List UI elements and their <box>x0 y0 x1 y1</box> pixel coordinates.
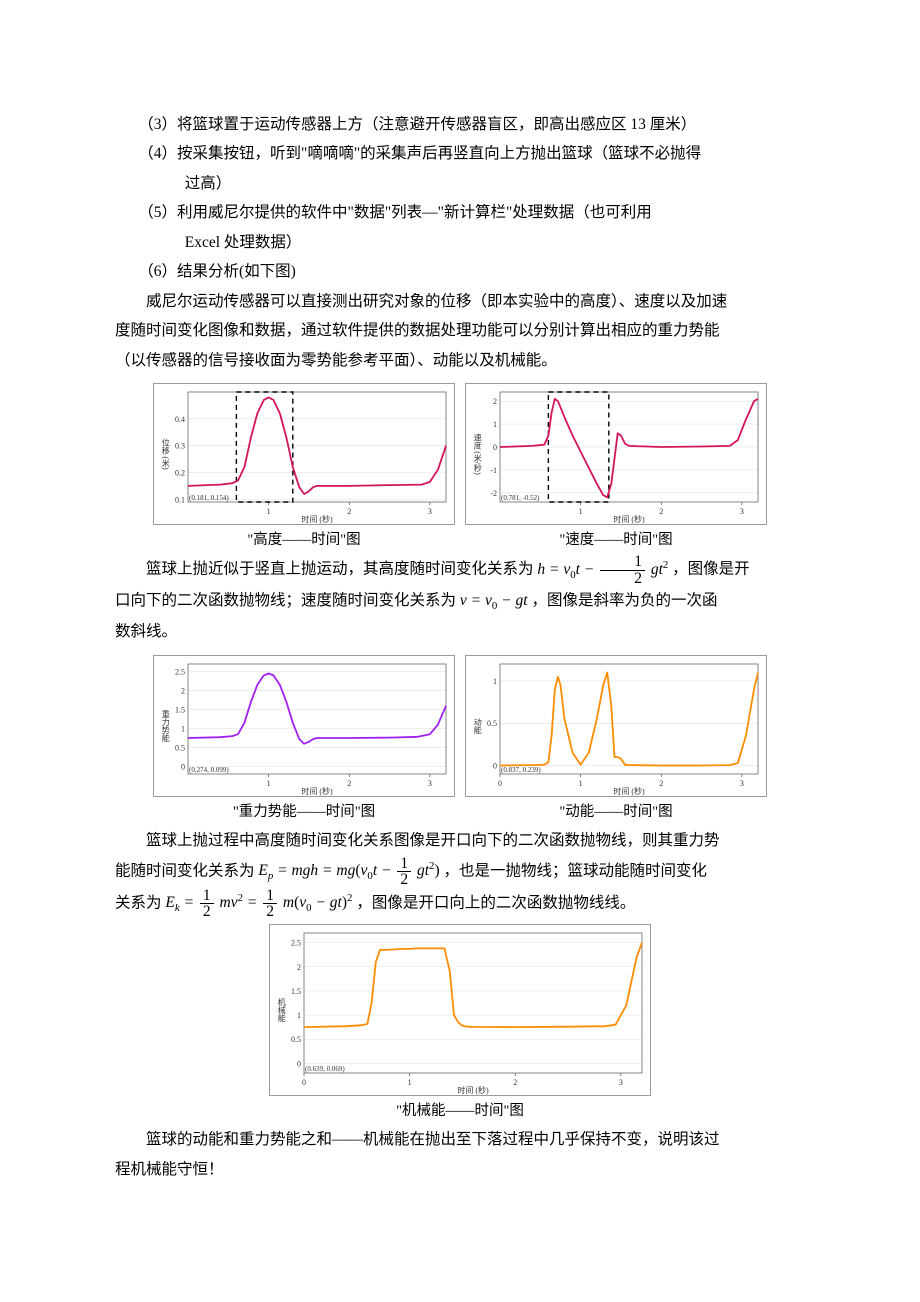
svg-text:0: 0 <box>493 761 497 770</box>
svg-text:2.5: 2.5 <box>175 667 185 676</box>
chart-velocity: -2-1012123时间 (秒)(0.781, -0.52)速度 (米/秒) <box>465 383 767 525</box>
para4-l1: 篮球的动能和重力势能之和——机械能在抛出至下落过程中几乎保持不变，说明该过 <box>115 1125 805 1154</box>
svg-text:0.1: 0.1 <box>175 495 185 504</box>
svg-text:(0.181, 0.154): (0.181, 0.154) <box>189 494 229 502</box>
svg-text:1: 1 <box>579 779 583 788</box>
svg-text:(0.781, -0.52): (0.781, -0.52) <box>501 494 540 502</box>
para4-l2: 程机械能守恒！ <box>115 1155 805 1184</box>
svg-text:2: 2 <box>347 507 351 516</box>
para2-l2: 口向下的二次函数抛物线；速度随时间变化关系为 v = v0 − gt ，图像是斜… <box>115 586 805 617</box>
caption-pe: "重力势能——时间"图 <box>233 799 375 827</box>
svg-text:0: 0 <box>181 762 185 771</box>
svg-text:0.2: 0.2 <box>175 468 185 477</box>
svg-text:2.5: 2.5 <box>291 938 301 947</box>
svg-text:2: 2 <box>513 1078 517 1087</box>
svg-text:3: 3 <box>619 1078 623 1087</box>
chart-row-2: 00.511.522.5123时间 (秒)(0.274, 0.099)重力势能 … <box>115 655 805 827</box>
svg-text:1: 1 <box>579 507 583 516</box>
svg-text:3: 3 <box>740 779 744 788</box>
svg-text:2: 2 <box>493 397 497 406</box>
para2-l1: 篮球上抛近似于竖直上抛运动，其高度随时间变化关系为 h = v0t − 12 g… <box>115 554 805 586</box>
svg-text:0.4: 0.4 <box>175 415 185 424</box>
svg-text:3: 3 <box>428 507 432 516</box>
svg-text:0: 0 <box>297 1059 301 1068</box>
chart-pe: 00.511.522.5123时间 (秒)(0.274, 0.099)重力势能 <box>153 655 455 797</box>
para3-l3: 关系为 Ek = 12 mv2 = 12 m(v0 − gt)2 ，图像是开口向… <box>115 888 805 920</box>
svg-text:1: 1 <box>267 779 271 788</box>
svg-text:2: 2 <box>297 962 301 971</box>
chart-row-3: 00.511.522.50123时间 (秒)(0.639, 0.069)机械能 … <box>115 924 805 1126</box>
svg-text:1.5: 1.5 <box>291 987 301 996</box>
svg-text:0: 0 <box>498 779 502 788</box>
svg-text:3: 3 <box>428 779 432 788</box>
svg-text:1: 1 <box>181 724 185 733</box>
chart-row-1: 0.10.20.30.4123时间 (秒)(0.181, 0.154)位移 (米… <box>115 383 805 555</box>
svg-text:时间 (秒): 时间 (秒) <box>301 514 333 524</box>
svg-text:2: 2 <box>659 507 663 516</box>
svg-text:(0.274, 0.099): (0.274, 0.099) <box>189 766 229 774</box>
step-5b: Excel 处理数据） <box>115 228 805 257</box>
para2-l3: 数斜线。 <box>115 617 805 646</box>
para3-l2: 能随时间变化关系为 Ep = mgh = mg(v0t − 12 gt2) ，也… <box>115 856 805 888</box>
svg-text:1: 1 <box>297 1011 301 1020</box>
step-5: （5）利用威尼尔提供的软件中"数据"列表—"新计算栏"处理数据（也可利用 <box>115 198 805 227</box>
svg-text:0.5: 0.5 <box>175 743 185 752</box>
para1-l2: 度随时间变化图像和数据，通过软件提供的数据处理功能可以分别计算出相应的重力势能 <box>115 316 805 345</box>
para1-l3: （以传感器的信号接收面为零势能参考平面）、动能以及机械能。 <box>115 346 805 375</box>
svg-text:0.5: 0.5 <box>291 1035 301 1044</box>
svg-text:-2: -2 <box>490 489 497 498</box>
caption-height: "高度——时间"图 <box>247 527 360 555</box>
svg-text:1: 1 <box>267 507 271 516</box>
para3-l1: 篮球上抛过程中高度随时间变化关系图像是开口向下的二次函数抛物线，则其重力势 <box>115 826 805 855</box>
svg-text:(0.639, 0.069): (0.639, 0.069) <box>305 1065 345 1073</box>
svg-text:2: 2 <box>659 779 663 788</box>
step-3: （3）将篮球置于运动传感器上方（注意避开传感器盲区，即高出感应区 13 厘米） <box>115 110 805 139</box>
chart-ke: 00.510123时间 (秒)(0.837, 0.239)动能 <box>465 655 767 797</box>
svg-text:0: 0 <box>493 443 497 452</box>
svg-text:0.5: 0.5 <box>487 719 497 728</box>
svg-text:2: 2 <box>181 686 185 695</box>
svg-text:0: 0 <box>302 1078 306 1087</box>
step-6: （6）结果分析(如下图) <box>115 257 805 286</box>
caption-ke: "动能——时间"图 <box>559 799 672 827</box>
svg-text:时间 (秒): 时间 (秒) <box>457 1085 489 1095</box>
svg-text:0.3: 0.3 <box>175 442 185 451</box>
svg-text:(0.837, 0.239): (0.837, 0.239) <box>501 766 541 774</box>
chart-me: 00.511.522.50123时间 (秒)(0.639, 0.069)机械能 <box>269 924 651 1096</box>
svg-text:1: 1 <box>493 677 497 686</box>
svg-text:1: 1 <box>493 420 497 429</box>
caption-velocity: "速度——时间"图 <box>559 527 672 555</box>
para1-l1: 威尼尔运动传感器可以直接测出研究对象的位移（即本实验中的高度）、速度以及加速 <box>115 287 805 316</box>
svg-text:时间 (秒): 时间 (秒) <box>301 786 333 796</box>
svg-text:时间 (秒): 时间 (秒) <box>613 786 645 796</box>
svg-text:1: 1 <box>408 1078 412 1087</box>
step-4b: 过高） <box>115 169 805 198</box>
svg-text:1.5: 1.5 <box>175 705 185 714</box>
svg-text:3: 3 <box>740 507 744 516</box>
step-4: （4）按采集按钮，听到"嘀嘀嘀"的采集声后再竖直向上方抛出篮球（篮球不必抛得 <box>115 139 805 168</box>
svg-text:时间 (秒): 时间 (秒) <box>613 514 645 524</box>
chart-height: 0.10.20.30.4123时间 (秒)(0.181, 0.154)位移 (米… <box>153 383 455 525</box>
svg-text:2: 2 <box>347 779 351 788</box>
caption-me: "机械能——时间"图 <box>396 1098 524 1126</box>
svg-text:-1: -1 <box>490 466 497 475</box>
